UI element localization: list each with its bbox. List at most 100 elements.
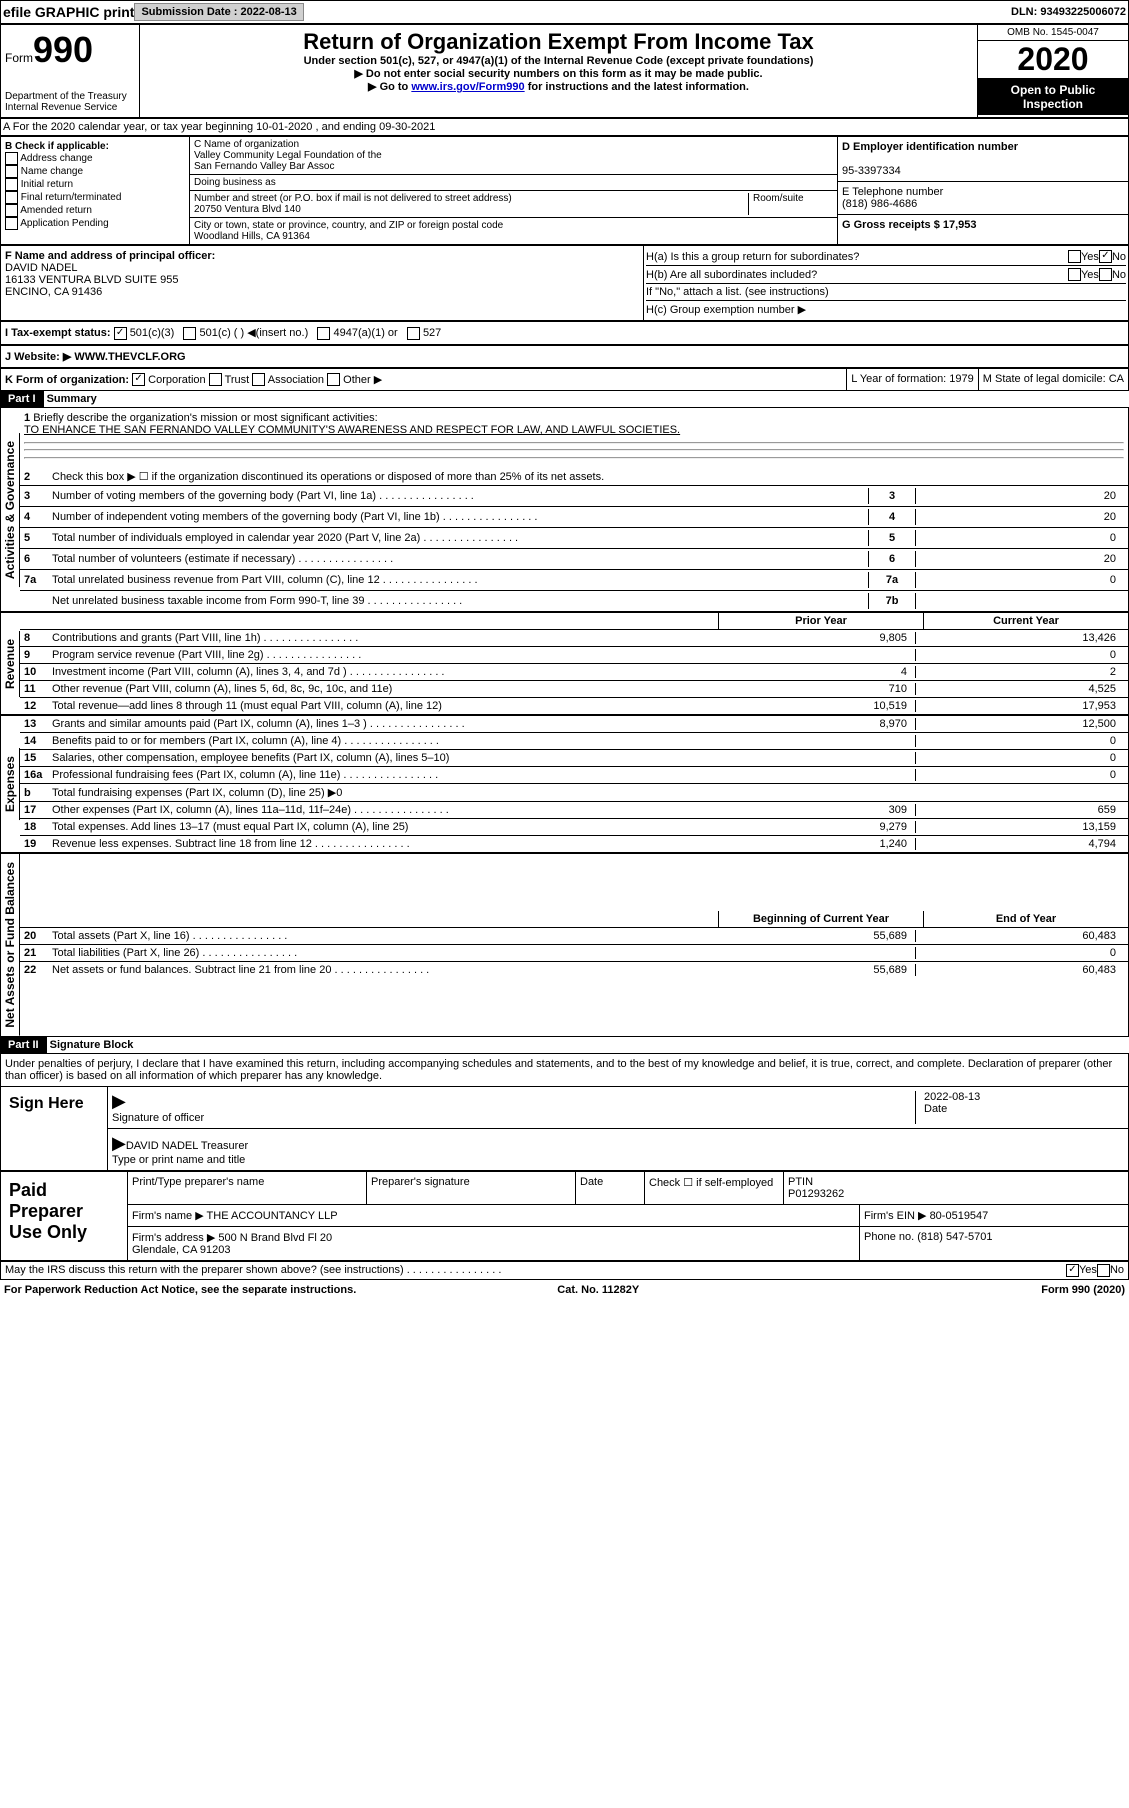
l11: Other revenue (Part VIII, column (A), li… [52,683,707,695]
part1-badge: Part I [0,391,44,407]
l16a: Professional fundraising fees (Part IX, … [52,769,707,781]
tax-year: 2020 [978,41,1128,79]
vtab-expenses: Expenses [1,748,20,820]
l2: Check this box ▶ ☐ if the organization d… [52,470,1124,483]
form-header: Form 990 Department of the Treasury Inte… [0,24,1129,118]
l6: Total number of volunteers (estimate if … [52,553,868,565]
c14: 0 [915,735,1124,747]
cb-4947[interactable] [317,327,330,340]
hc-label: H(c) Group exemption number ▶ [646,301,1126,318]
boy-head: Beginning of Current Year [718,911,923,927]
c8: 13,426 [915,632,1124,644]
sign-here: Sign Here [1,1087,108,1170]
gross-receipts: G Gross receipts $ 17,953 [842,219,977,231]
discuss-no[interactable] [1097,1264,1110,1277]
cb-amended[interactable]: Amended return [5,204,185,217]
l20: Total assets (Part X, line 16) [52,930,707,942]
sig-officer-label: Signature of officer [112,1112,204,1124]
l16b: Total fundraising expenses (Part IX, col… [52,786,707,799]
irs-link[interactable]: www.irs.gov/Form990 [411,81,524,93]
cb-527[interactable] [407,327,420,340]
v6: 20 [916,553,1124,565]
discuss-yes[interactable] [1066,1264,1079,1277]
part2-header: Part II Signature Block [0,1037,1129,1053]
k-label: K Form of organization: [5,374,129,386]
taxi-label: I Tax-exempt status: [5,327,111,339]
cb-initial[interactable]: Initial return [5,178,185,191]
revenue-block: Revenue Prior YearCurrent Year 8Contribu… [0,612,1129,715]
hb-yes[interactable] [1068,268,1081,281]
officer-label: F Name and address of principal officer: [5,250,215,262]
vtab-governance: Activities & Governance [1,433,20,587]
submission-date-button[interactable]: Submission Date : 2022-08-13 [134,3,303,21]
prep-name-h: Print/Type preparer's name [128,1172,367,1204]
omb-number: OMB No. 1545-0047 [978,25,1128,41]
c17: 659 [915,804,1124,816]
dln-label: DLN: 93493225006072 [1011,6,1126,18]
l13: Grants and similar amounts paid (Part IX… [52,718,707,730]
form-subtitle: Under section 501(c), 527, or 4947(a)(1)… [144,55,973,67]
hb-no[interactable] [1099,268,1112,281]
form-number: 990 [33,29,93,71]
footer-left: For Paperwork Reduction Act Notice, see … [4,1284,356,1296]
part2-title: Signature Block [50,1039,134,1051]
check-se[interactable]: Check ☐ if self-employed [645,1172,784,1204]
ha-no[interactable] [1099,250,1112,263]
cb-pending[interactable]: Application Pending [5,217,185,230]
l19: Revenue less expenses. Subtract line 18 … [52,838,707,850]
prep-date-h: Date [576,1172,645,1204]
c11: 4,525 [915,683,1124,695]
firm-ein: 80-0519547 [930,1210,989,1222]
open-inspection: Open to Public Inspection [978,79,1128,115]
current-head: Current Year [923,613,1128,629]
cb-address[interactable]: Address change [5,152,185,165]
website-value: WWW.THEVCLF.ORG [74,351,185,363]
cb-corp[interactable] [132,373,145,386]
footer: For Paperwork Reduction Act Notice, see … [0,1280,1129,1300]
cb-final[interactable]: Final return/terminated [5,191,185,204]
officer-addr: 16133 VENTURA BLVD SUITE 955 ENCINO, CA … [5,274,178,298]
ptin-h: PTIN [788,1176,813,1188]
netassets-block: Net Assets or Fund Balances Beginning of… [0,853,1129,1037]
cb-trust[interactable] [209,373,222,386]
korg-row: K Form of organization: Corporation Trus… [0,368,1129,392]
p12: 10,519 [707,700,915,712]
top-bar: efile GRAPHIC print Submission Date : 20… [0,0,1129,24]
c21: 0 [915,947,1124,959]
org-address: 20750 Ventura Blvd 140 [194,204,301,215]
c12: 17,953 [915,700,1124,712]
firm-name-l: Firm's name ▶ [132,1210,204,1222]
box-b-label: B Check if applicable: [5,141,109,152]
paid-label: Paid Preparer Use Only [1,1172,128,1260]
p20: 55,689 [707,930,915,942]
c18: 13,159 [915,821,1124,833]
l12: Total revenue—add lines 8 through 11 (mu… [52,700,707,712]
ha-yes[interactable] [1068,250,1081,263]
l4: Number of independent voting members of … [52,511,868,523]
note-goto: ▶ Go to www.irs.gov/Form990 for instruct… [144,80,973,93]
efile-label: efile GRAPHIC print [3,4,134,20]
officer-typed: DAVID NADEL Treasurer [126,1140,248,1152]
cb-name[interactable]: Name change [5,165,185,178]
l22: Net assets or fund balances. Subtract li… [52,964,707,976]
c10: 2 [915,666,1124,678]
officer-name: DAVID NADEL [5,262,78,274]
dba-label: Doing business as [194,177,276,188]
type-name-label: Type or print name and title [112,1154,245,1166]
v5: 0 [916,532,1124,544]
expenses-block: Expenses 13Grants and similar amounts pa… [0,715,1129,853]
year-formation: L Year of formation: 1979 [846,369,978,391]
p18: 9,279 [707,821,915,833]
cb-other[interactable] [327,373,340,386]
cb-501c[interactable] [183,327,196,340]
c22: 60,483 [915,964,1124,976]
cb-501c3[interactable] [114,327,127,340]
eoy-head: End of Year [923,911,1128,927]
c15: 0 [915,752,1124,764]
section-a: A For the 2020 calendar year, or tax yea… [0,118,1129,136]
l17: Other expenses (Part IX, column (A), lin… [52,804,707,816]
firm-addr-l: Firm's address ▶ [132,1232,215,1244]
p8: 9,805 [707,632,915,644]
cb-assoc[interactable] [252,373,265,386]
p17: 309 [707,804,915,816]
